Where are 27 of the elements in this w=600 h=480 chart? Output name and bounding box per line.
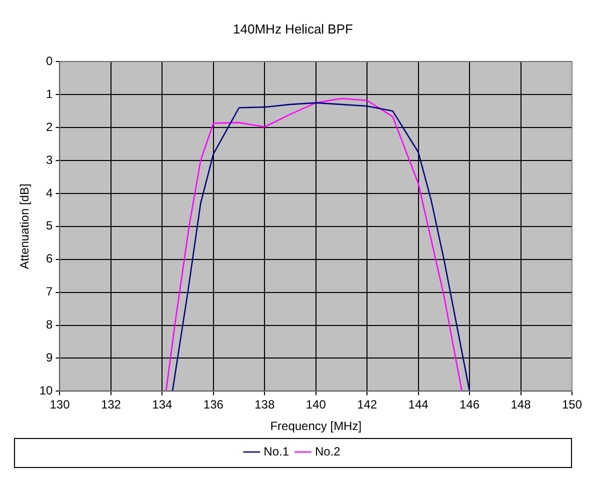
y-tick-label: 5	[46, 218, 54, 233]
x-tick-label: 144	[408, 398, 429, 412]
y-tick-label: 1	[46, 86, 54, 101]
y-tick-label: 9	[46, 350, 54, 365]
chart-title: 140MHz Helical BPF	[233, 21, 354, 36]
legend-label: No.1	[264, 444, 290, 458]
x-tick-label: 140	[306, 398, 326, 412]
x-tick-label: 150	[562, 398, 582, 412]
y-tick-label: 7	[46, 284, 54, 299]
y-axis-title: Attenuation [dB]	[18, 184, 32, 270]
legend-label: No.2	[315, 444, 341, 458]
x-tick-label: 148	[510, 398, 532, 412]
y-tick-label: 0	[46, 54, 54, 68]
x-tick-label: 132	[100, 398, 122, 412]
y-tick-label: 3	[46, 152, 54, 167]
x-axis-title: Frequency [MHz]	[270, 419, 362, 434]
y-tick-label: 10	[39, 384, 54, 398]
y-tick-label: 6	[46, 252, 54, 266]
x-tick-label: 130	[50, 398, 70, 412]
y-tick-label: 4	[46, 186, 54, 200]
x-tick-label: 138	[254, 398, 275, 412]
x-tick-label: 136	[203, 398, 224, 412]
y-tick-label: 2	[46, 120, 54, 134]
x-tick-label: 134	[152, 398, 173, 412]
x-tick-label: 142	[357, 398, 378, 412]
x-tick-label: 146	[460, 398, 480, 412]
y-tick-label: 8	[46, 318, 54, 332]
